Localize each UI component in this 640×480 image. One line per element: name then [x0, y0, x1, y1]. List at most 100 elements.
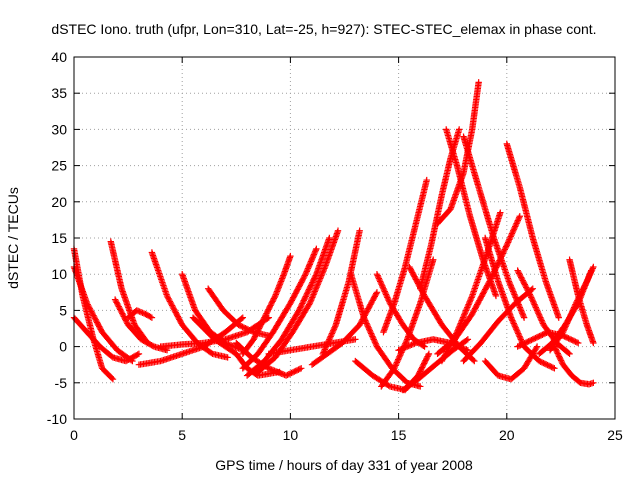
data-point	[307, 283, 314, 290]
data-point	[96, 324, 104, 332]
data-point	[287, 299, 294, 307]
data-point	[134, 307, 142, 315]
data-point	[129, 357, 136, 365]
chart-title: dSTEC Iono. truth (ufpr, Lon=310, Lat=-2…	[51, 21, 596, 37]
data-point	[292, 290, 299, 297]
data-point	[271, 367, 278, 374]
x-tick-label: 0	[70, 427, 78, 443]
data-point	[318, 271, 326, 278]
data-point	[108, 374, 116, 382]
data-point	[306, 284, 313, 292]
data-point	[172, 309, 179, 316]
x-tick-label: 15	[391, 427, 407, 443]
data-point	[171, 306, 178, 313]
data-point	[326, 334, 334, 342]
data-point	[115, 303, 122, 310]
data-point	[175, 314, 182, 322]
data-point	[243, 325, 250, 333]
data-point	[300, 275, 307, 282]
data-point	[308, 295, 315, 303]
data-point	[312, 247, 319, 254]
data-point	[119, 311, 127, 319]
data-point	[88, 309, 96, 317]
data-point	[371, 339, 379, 346]
data-point	[361, 315, 368, 323]
data-point	[308, 255, 316, 262]
data-point	[168, 300, 175, 308]
data-point	[134, 351, 141, 358]
data-point	[120, 313, 127, 320]
x-tick-label: 20	[499, 427, 515, 443]
data-point	[303, 290, 311, 297]
data-point	[319, 269, 326, 276]
data-point	[296, 365, 304, 373]
data-point	[302, 269, 310, 276]
data-point	[309, 277, 317, 285]
data-point	[326, 234, 333, 242]
data-series	[204, 285, 272, 339]
data-point	[94, 320, 102, 328]
data-series	[70, 263, 136, 365]
data-point	[310, 289, 318, 297]
data-point	[309, 254, 316, 261]
data-point	[85, 304, 93, 311]
data-point	[307, 259, 314, 267]
data-point	[295, 307, 303, 314]
data-point	[369, 333, 376, 340]
data-point	[311, 248, 319, 255]
data-series	[481, 343, 541, 383]
data-point	[331, 323, 339, 330]
data-point	[318, 272, 325, 279]
data-point	[492, 292, 500, 300]
data-point	[290, 294, 297, 301]
data-point	[116, 306, 124, 313]
data-point	[287, 298, 295, 305]
data-point	[268, 366, 275, 373]
data-point	[312, 272, 319, 279]
data-point	[320, 268, 327, 275]
data-point	[277, 369, 284, 377]
data-point	[307, 282, 315, 289]
data-point	[331, 324, 338, 331]
data-point	[307, 258, 315, 265]
y-tick-label: 25	[51, 158, 67, 174]
data-point	[309, 294, 316, 301]
data-point	[423, 176, 430, 184]
data-point	[327, 333, 334, 340]
data-series	[124, 307, 156, 321]
data-point	[308, 256, 315, 264]
data-point	[275, 369, 283, 376]
data-point	[417, 383, 424, 390]
data-point	[362, 318, 370, 326]
data-point	[315, 278, 323, 285]
data-point	[174, 313, 182, 320]
data-point	[298, 279, 305, 286]
data-point	[173, 312, 181, 319]
data-point	[133, 307, 140, 314]
data-point	[287, 370, 294, 377]
data-series	[107, 238, 151, 347]
data-marks	[70, 79, 597, 394]
data-point	[148, 314, 156, 321]
data-point	[315, 279, 322, 287]
data-point	[169, 303, 177, 311]
data-point	[299, 276, 306, 283]
data-point	[297, 304, 304, 311]
data-point	[111, 296, 119, 303]
data-point	[284, 371, 291, 379]
data-point	[86, 305, 94, 312]
data-point	[305, 287, 312, 295]
data-point	[83, 299, 91, 307]
data-point	[139, 309, 146, 317]
data-point	[137, 309, 145, 316]
data-point	[295, 366, 302, 373]
data-point	[368, 331, 375, 339]
data-point	[177, 318, 184, 326]
data-point	[305, 286, 313, 293]
data-point	[296, 305, 303, 313]
data-point	[310, 291, 317, 298]
data-point	[140, 310, 148, 317]
y-tick-label: -5	[55, 375, 68, 391]
data-point	[321, 265, 328, 272]
data-point	[303, 291, 310, 299]
